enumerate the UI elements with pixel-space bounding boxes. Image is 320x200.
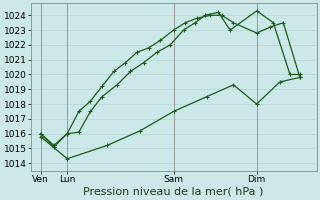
X-axis label: Pression niveau de la mer( hPa ): Pression niveau de la mer( hPa ) [84, 187, 264, 197]
